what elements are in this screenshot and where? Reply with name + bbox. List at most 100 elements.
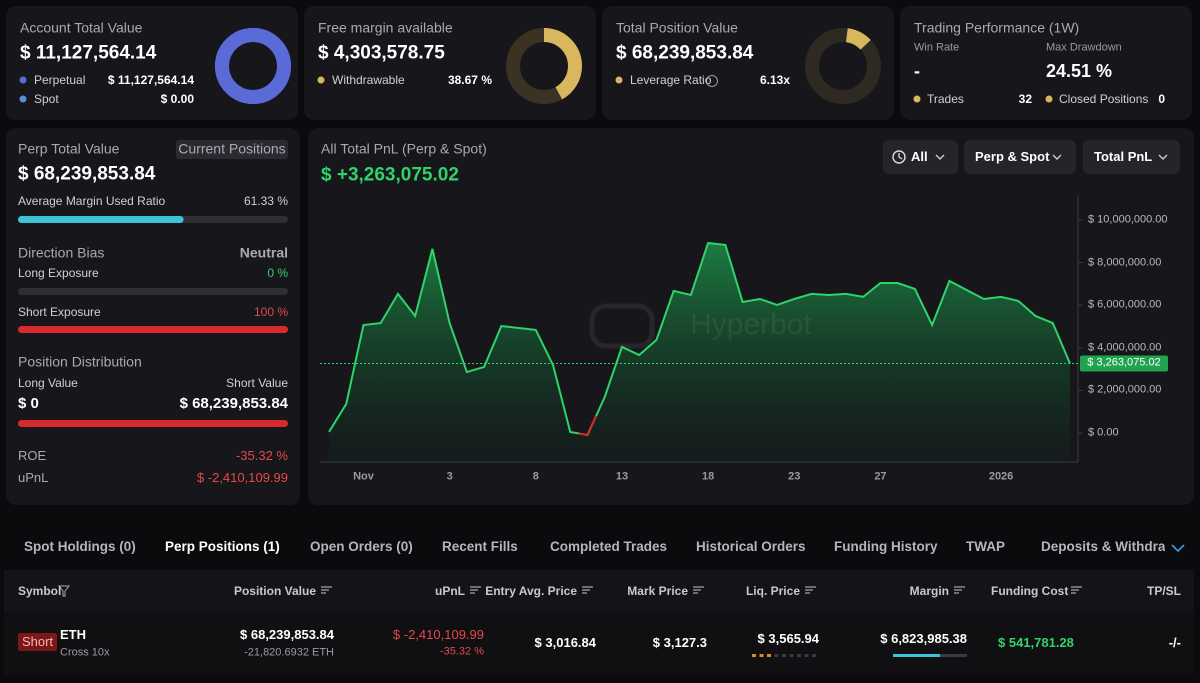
filter-label[interactable]: All	[911, 149, 928, 165]
chevron-icon	[935, 154, 945, 160]
label: Long Exposure	[18, 265, 99, 280]
side-badge	[18, 633, 57, 651]
column-header[interactable]: TP/SL	[1146, 583, 1181, 598]
x-tick-label: 18	[701, 470, 715, 483]
x-tick-label: 27	[874, 470, 887, 483]
summary-card	[900, 6, 1192, 120]
current-value-label: $ 3,263,075.02	[1087, 356, 1161, 369]
chevron-icon	[1052, 154, 1062, 160]
tab[interactable]: TWAP	[966, 538, 1005, 554]
column-header[interactable]: Symbol	[18, 583, 62, 598]
value: 61.33 %	[243, 193, 288, 208]
filter-icon	[57, 585, 71, 597]
column-header[interactable]: Liq. Price	[745, 583, 800, 598]
value: -35.32 %	[235, 448, 288, 464]
current-value-tag	[1080, 355, 1168, 372]
liq-indicator	[782, 654, 786, 657]
column-header[interactable]: Position Value	[233, 583, 316, 598]
item-value: 0	[1158, 91, 1165, 106]
column-header[interactable]: uPnL	[435, 583, 465, 598]
column-header[interactable]: Entry Avg. Price	[485, 583, 577, 598]
chart-title: All Total PnL (Perp & Spot)	[321, 140, 487, 157]
label: Direction Bias	[18, 244, 105, 261]
filter-button[interactable]	[1083, 140, 1180, 174]
x-tick-label: Nov	[353, 470, 374, 483]
perp-panel	[6, 128, 300, 505]
tab[interactable]: Spot Holdings (0)	[24, 538, 136, 554]
value: 0 %	[267, 265, 288, 280]
stat-label: Win Rate	[914, 41, 960, 54]
filter-label[interactable]: Total PnL	[1094, 149, 1153, 165]
liq-indicator	[759, 654, 764, 657]
liq-indicator	[752, 654, 756, 657]
line	[328, 241, 1071, 437]
label: Short Exposure	[18, 304, 101, 319]
liq-indicator	[774, 654, 779, 657]
legend-dot	[19, 95, 27, 103]
item-label: Withdrawable	[332, 72, 405, 87]
tab[interactable]: Perp Positions (1)	[165, 538, 280, 554]
area	[329, 242, 1070, 462]
liq-price: $ 3,565.94	[757, 631, 819, 647]
panel-title: Perp Total Value	[18, 140, 120, 157]
mark-price: $ 3,127.3	[652, 635, 707, 651]
upnl: $ -2,410,109.99	[392, 627, 484, 643]
card-value: $ 11,127,564.14	[20, 42, 157, 64]
tab[interactable]: Deposits & Withdrawals	[1041, 538, 1165, 554]
filter-label[interactable]: Perp & Spot	[975, 149, 1050, 165]
filter-button[interactable]	[964, 140, 1076, 174]
donut-arc	[506, 28, 582, 104]
donut-arc	[215, 28, 291, 104]
tab[interactable]: Funding History	[834, 538, 938, 554]
current-positions-button[interactable]	[176, 140, 288, 159]
label: Average Margin Used Ratio	[18, 193, 166, 208]
item-value: 38.67 %	[447, 72, 492, 87]
tab[interactable]: Open Orders (0)	[310, 538, 413, 554]
long-bar-track	[18, 288, 288, 295]
x-tick-label: 13	[615, 470, 629, 483]
tab[interactable]: Recent Fills	[442, 538, 518, 554]
button-label[interactable]: Current Positions	[178, 140, 286, 157]
clock-icon	[892, 150, 906, 164]
y-tick-label: $ 4,000,000.00	[1088, 341, 1162, 354]
column-header[interactable]: Funding Cost	[991, 583, 1069, 598]
liq-indicator	[804, 654, 809, 657]
symbol: ETH	[60, 627, 86, 643]
distribution-bar	[18, 420, 288, 427]
stat-value: -	[914, 61, 920, 82]
expand-icon	[1171, 544, 1185, 553]
y-tick-label: $ 0.00	[1088, 426, 1119, 439]
value: $ 0	[18, 395, 39, 412]
value: $ -2,410,109.99	[196, 470, 288, 486]
position-value: $ 68,239,853.84	[240, 627, 334, 643]
table-header	[4, 570, 1194, 612]
card-title: Total Position Value	[616, 19, 738, 36]
position-size: -21,820.6932 ETH	[244, 646, 334, 659]
column-header[interactable]: Margin	[909, 583, 949, 598]
perp-value: $ 68,239,853.84	[18, 163, 156, 185]
item-value: $ 0.00	[160, 91, 194, 106]
x-tick-label: 8	[532, 470, 539, 483]
value: 100 %	[253, 304, 288, 319]
card-title: Account Total Value	[20, 19, 143, 36]
legend-dot	[317, 76, 325, 84]
x-tick-label: 23	[788, 470, 801, 483]
item-label: Spot	[34, 91, 59, 106]
side: Short	[21, 634, 54, 650]
tab[interactable]: Historical Orders	[696, 538, 806, 554]
value: $ 68,239,853.84	[179, 395, 288, 412]
margin: $ 6,823,985.38	[880, 631, 967, 647]
margin-fill	[893, 654, 940, 657]
column-header[interactable]: Mark Price	[627, 583, 688, 598]
legend-dot	[19, 76, 27, 84]
clock-hand	[898, 153, 903, 160]
tab[interactable]: Completed Trades	[550, 538, 668, 554]
item-value: $ 11,127,564.14	[107, 72, 194, 87]
donut-track	[805, 28, 881, 104]
filter-button[interactable]	[883, 140, 958, 174]
label: ROE	[18, 448, 47, 464]
watermark: Hyperbot	[690, 308, 812, 341]
liq-indicator	[789, 654, 794, 657]
